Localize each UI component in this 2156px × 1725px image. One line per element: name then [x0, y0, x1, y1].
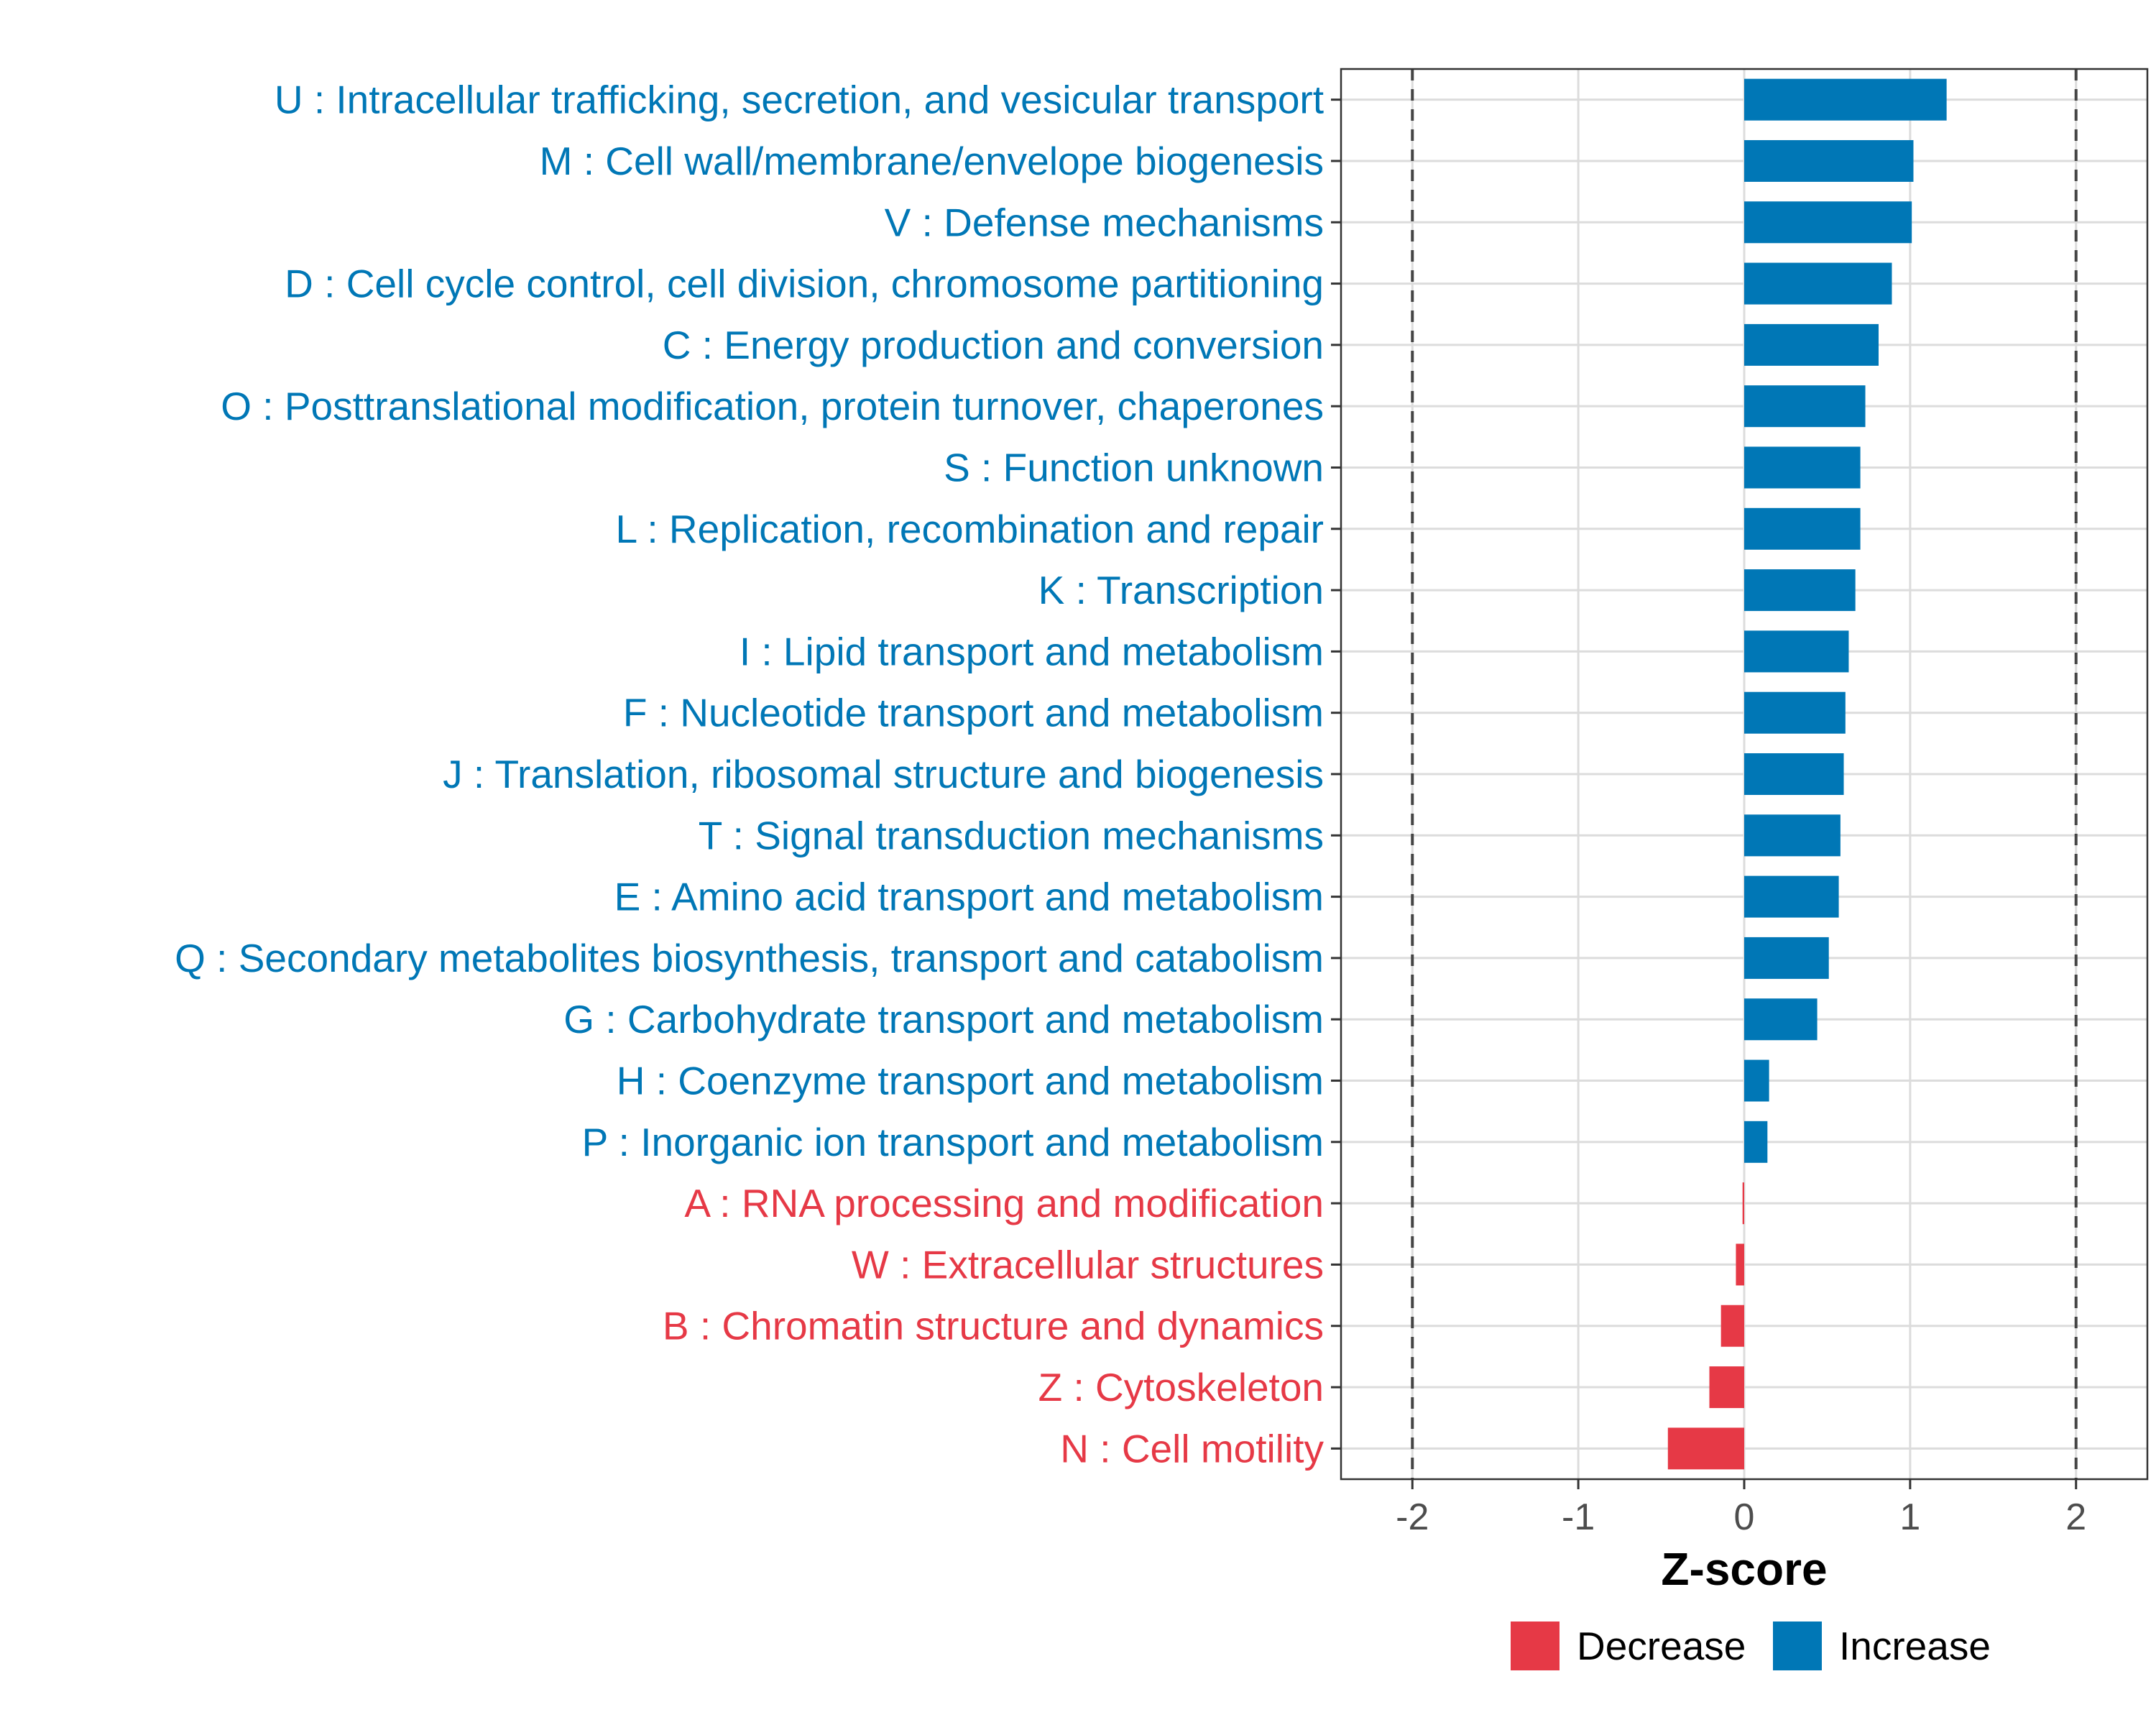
bar	[1709, 1366, 1744, 1409]
category-label: N : Cell motility	[1060, 1426, 1324, 1471]
category-label: P : Inorganic ion transport and metaboli…	[582, 1120, 1324, 1164]
bar	[1744, 446, 1861, 489]
x-tick-label: 0	[1734, 1496, 1755, 1538]
category-label: O : Posttranslational modification, prot…	[221, 384, 1324, 428]
bar	[1744, 937, 1829, 979]
bar	[1744, 630, 1849, 673]
bar	[1744, 323, 1879, 366]
x-axis-ticks: -2 -1 0 1 2	[1396, 1479, 2086, 1538]
bar	[1744, 78, 1947, 121]
x-tick-label: -2	[1396, 1496, 1429, 1538]
bar	[1744, 201, 1912, 244]
x-tick-label: -1	[1562, 1496, 1595, 1538]
x-tick-label: 1	[1899, 1496, 1920, 1538]
category-label: B : Chromatin structure and dynamics	[663, 1304, 1324, 1348]
category-label: A : RNA processing and modification	[684, 1181, 1324, 1225]
bar	[1744, 385, 1866, 428]
bar	[1744, 691, 1846, 734]
category-label: S : Function unknown	[944, 445, 1324, 489]
y-axis-ticks	[1331, 98, 1341, 1450]
bar	[1744, 569, 1856, 612]
x-tick-label: 2	[2065, 1496, 2086, 1538]
category-label: G : Carbohydrate transport and metabolis…	[563, 997, 1324, 1041]
bar	[1744, 1121, 1768, 1163]
bar	[1744, 1059, 1769, 1102]
bar	[1744, 507, 1861, 550]
category-label: E : Amino acid transport and metabolism	[614, 875, 1324, 919]
category-label: C : Energy production and conversion	[663, 323, 1324, 367]
category-label: T : Signal transduction mechanisms	[699, 813, 1324, 857]
category-label: L : Replication, recombination and repai…	[616, 507, 1324, 551]
category-label: Q : Secondary metabolites biosynthesis, …	[175, 936, 1324, 980]
category-label: F : Nucleotide transport and metabolism	[623, 691, 1324, 735]
bar	[1744, 814, 1841, 857]
legend-label-increase: Increase	[1839, 1624, 1991, 1668]
bar	[1744, 875, 1839, 918]
category-label: H : Coenzyme transport and metabolism	[617, 1059, 1324, 1103]
category-label: K : Transcription	[1038, 568, 1324, 612]
category-label: Z : Cytoskeleton	[1038, 1365, 1324, 1409]
y-axis-category-labels: U : Intracellular trafficking, secretion…	[175, 78, 1324, 1471]
bar	[1744, 998, 1818, 1041]
legend-swatch-increase	[1773, 1622, 1822, 1670]
category-label: V : Defense mechanisms	[885, 200, 1324, 244]
category-label: J : Translation, ribosomal structure and…	[443, 752, 1324, 796]
legend-swatch-decrease	[1511, 1622, 1560, 1670]
bar	[1744, 139, 1914, 182]
category-label: M : Cell wall/membrane/envelope biogenes…	[540, 139, 1324, 183]
category-label: I : Lipid transport and metabolism	[740, 629, 1324, 673]
reference-lines	[1411, 69, 2078, 1479]
bars	[1667, 78, 1947, 1470]
bar	[1720, 1305, 1744, 1347]
category-label: U : Intracellular trafficking, secretion…	[275, 78, 1324, 122]
category-label: D : Cell cycle control, cell division, c…	[285, 262, 1324, 306]
bar	[1742, 1182, 1744, 1225]
bar	[1744, 262, 1892, 305]
bar	[1744, 753, 1844, 795]
bar	[1736, 1243, 1744, 1286]
category-label: W : Extracellular structures	[852, 1242, 1324, 1287]
bar	[1667, 1427, 1744, 1470]
legend-label-decrease: Decrease	[1577, 1624, 1746, 1668]
legend: Decrease Increase	[1511, 1622, 1991, 1670]
x-axis-title: Z-score	[1661, 1543, 1827, 1595]
